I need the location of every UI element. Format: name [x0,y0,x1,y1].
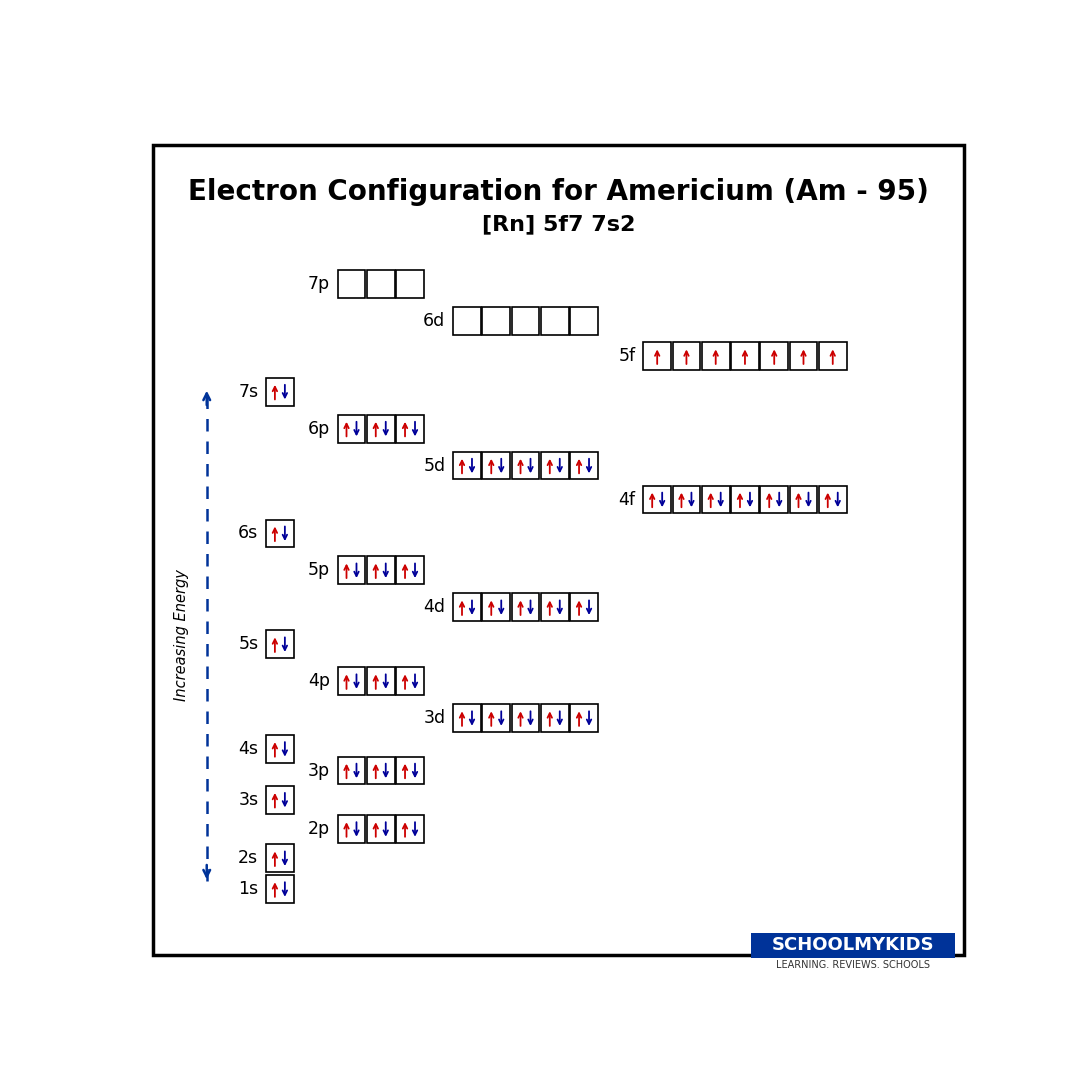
Bar [483,307,510,334]
Bar [367,668,395,695]
Text: 3s: 3s [239,791,258,809]
Bar [266,735,293,763]
Bar [396,757,424,784]
Text: 4f: 4f [619,490,635,509]
Text: 5f: 5f [618,347,635,365]
Bar [483,594,510,621]
Bar [570,307,598,334]
Text: 2p: 2p [307,820,330,839]
Bar [367,816,395,843]
Text: 7s: 7s [239,382,258,401]
Bar [338,415,365,442]
Text: 6s: 6s [238,525,258,542]
Bar [702,486,729,513]
Text: [Rn] 5f7 7s2: [Rn] 5f7 7s2 [482,213,635,234]
Bar [453,705,481,732]
Bar [453,307,481,334]
Text: 2s: 2s [239,849,258,867]
Text: 5p: 5p [307,561,330,579]
Bar [541,452,569,479]
Bar [266,786,293,813]
Bar [673,486,700,513]
Bar [731,342,759,370]
Text: 6p: 6p [307,419,330,438]
Bar [789,342,818,370]
Bar [483,705,510,732]
Bar [541,705,569,732]
Bar [511,452,540,479]
Bar [511,705,540,732]
Text: 7p: 7p [307,274,330,293]
Bar [819,486,847,513]
Text: LEARNING. REVIEWS. SCHOOLS: LEARNING. REVIEWS. SCHOOLS [776,959,930,969]
Bar [751,933,955,957]
Bar [266,631,293,658]
Text: 5s: 5s [239,635,258,653]
Bar [367,270,395,297]
Text: 4d: 4d [423,598,446,616]
Bar [338,270,365,297]
Bar [453,452,481,479]
Text: Electron Configuration for Americium (Am - 95): Electron Configuration for Americium (Am… [189,178,929,206]
Bar [570,452,598,479]
Text: Increasing Energy: Increasing Energy [173,570,189,701]
Bar [511,307,540,334]
Bar [673,342,700,370]
Text: 5d: 5d [423,456,446,475]
Bar [396,816,424,843]
Text: 6d: 6d [423,311,446,330]
Bar [338,757,365,784]
Bar [643,342,671,370]
Bar [367,415,395,442]
Bar [819,342,847,370]
Bar [702,342,729,370]
Text: 4s: 4s [239,741,258,758]
Bar [541,594,569,621]
Bar [511,594,540,621]
Bar [338,816,365,843]
Bar [396,668,424,695]
Bar [761,342,788,370]
Bar [266,844,293,872]
Bar [541,307,569,334]
Text: 3d: 3d [423,709,446,727]
Bar [483,452,510,479]
Bar [396,556,424,584]
Bar [570,705,598,732]
Bar [367,556,395,584]
Text: 4p: 4p [308,672,330,690]
Bar [570,594,598,621]
Bar [731,486,759,513]
Bar [266,378,293,405]
Bar [453,594,481,621]
Bar [789,486,818,513]
Bar [367,757,395,784]
Text: 3p: 3p [307,761,330,780]
Bar [761,486,788,513]
Bar [338,556,365,584]
Text: SCHOOLMYKIDS: SCHOOLMYKIDS [772,937,934,954]
Bar [396,415,424,442]
Text: 1s: 1s [239,880,258,898]
Bar [643,486,671,513]
Bar [338,668,365,695]
Bar [396,270,424,297]
Bar [266,876,293,903]
Bar [266,519,293,548]
